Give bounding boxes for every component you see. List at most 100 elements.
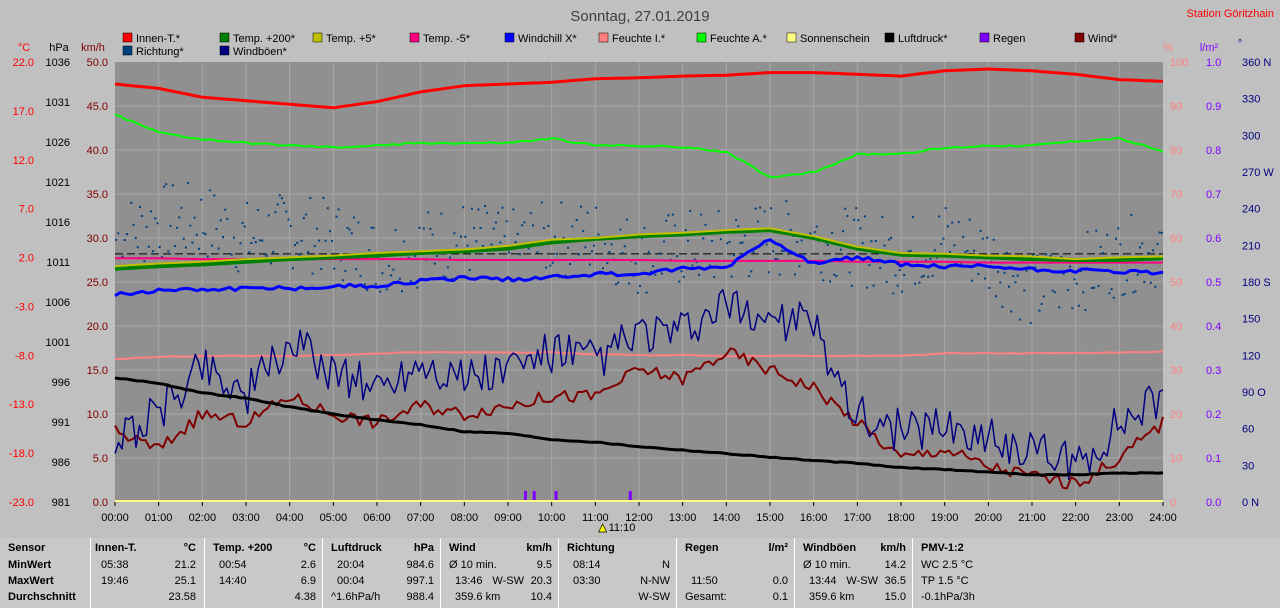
- pmv-pressure-trend: -0.1hPa/3h: [921, 591, 975, 603]
- richtung-point: [728, 241, 731, 243]
- x-tick-18: 18:00: [887, 512, 915, 524]
- richtung-point: [739, 242, 742, 244]
- richtung-point: [909, 249, 912, 252]
- x-tick-14: 14:00: [713, 512, 741, 524]
- richtung-point: [968, 218, 971, 221]
- richtung-point: [542, 227, 545, 230]
- richtung-point: [658, 252, 661, 255]
- richtung-point: [994, 295, 997, 298]
- richtung-point: [719, 238, 722, 241]
- richtung-point: [890, 237, 893, 239]
- richtung-point: [949, 251, 951, 254]
- richtung-point: [835, 275, 838, 277]
- richtung-point: [809, 232, 812, 235]
- richtung-point: [304, 213, 307, 216]
- regen-max-value: 0.0: [772, 575, 788, 587]
- richtung-point: [1134, 290, 1137, 293]
- rain-tick-7: 0.3: [1206, 365, 1221, 377]
- temp-tick-4: 2.0: [19, 253, 34, 265]
- richtung-point: [547, 224, 550, 227]
- richtung-point: [743, 234, 746, 237]
- richtung-point: [903, 274, 906, 276]
- legend-label-7: Sonnenschein: [800, 33, 870, 45]
- richtung-point: [820, 271, 823, 274]
- richtung-point: [794, 273, 796, 276]
- richtung-point: [219, 219, 222, 222]
- richtung-point: [296, 241, 299, 244]
- legend-label-12: Windböen*: [233, 46, 288, 58]
- richtung-point: [414, 254, 417, 257]
- richtung-point: [628, 282, 631, 285]
- richtung-point: [342, 279, 345, 282]
- richtung-point: [783, 250, 786, 253]
- richtung-point: [484, 205, 486, 207]
- richtung-point: [230, 253, 233, 256]
- richtung-point: [453, 232, 456, 235]
- richtung-point: [191, 241, 194, 244]
- legend: Innen-T.* Temp. +200* Temp. +5* Temp. -5* Wi…: [122, 32, 1118, 58]
- legend-swatch-7: [786, 32, 797, 43]
- richtung-point: [436, 254, 438, 257]
- press-tick-8: 996: [52, 377, 70, 389]
- richtung-point: [217, 247, 220, 250]
- richtung-point: [925, 259, 927, 262]
- grid: [115, 62, 1163, 502]
- richtung-point: [409, 280, 412, 282]
- richtung-point: [497, 211, 500, 214]
- series-line-9: [114, 67, 1164, 110]
- hum-tick-4: 60: [1170, 233, 1182, 245]
- richtung-point: [326, 207, 329, 210]
- series-line-2: [114, 288, 1164, 481]
- richtung-point: [678, 280, 681, 283]
- richtung-point: [1147, 251, 1150, 254]
- temp-tick-7: -13.0: [9, 399, 34, 411]
- richtung-point: [536, 251, 539, 254]
- richtung-point: [132, 223, 135, 226]
- richtung-point: [481, 244, 484, 247]
- richtung-point: [523, 221, 526, 224]
- richtung-point: [966, 249, 969, 252]
- hum-tick-10: 0: [1170, 497, 1176, 509]
- richtung-point: [130, 201, 133, 204]
- richtung-point: [246, 201, 248, 204]
- innen-min-value: 21.2: [174, 559, 196, 571]
- richtung-point: [134, 237, 137, 240]
- richtung-point: [307, 251, 310, 254]
- richtung-point: [610, 243, 613, 246]
- richtung-point: [204, 233, 207, 236]
- rain-bar-2: [554, 491, 558, 502]
- richtung-point: [549, 264, 552, 267]
- richtung-point: [1053, 291, 1056, 294]
- richtung-point: [540, 201, 543, 204]
- richtung-point: [676, 255, 679, 258]
- wind-tick-4: 30.0: [87, 233, 108, 245]
- wind-tick-10: 0.0: [93, 497, 108, 509]
- x-tick-11: 11:00: [582, 512, 609, 524]
- richtung-point: [970, 279, 973, 282]
- richtung-point: [1062, 272, 1065, 275]
- richtung-point: [265, 254, 268, 257]
- richtung-point: [780, 249, 783, 252]
- richtung-point: [704, 223, 707, 226]
- richtung-point: [964, 251, 967, 254]
- richtung-point: [291, 267, 294, 270]
- wind-tick-3: 35.0: [87, 189, 108, 201]
- richtung-point: [505, 220, 508, 223]
- richtung-point: [1091, 287, 1093, 289]
- summary-windboeen-col: Windböen km/h Ø 10 min. 14.2 13:44 W-SW 36.5…: [794, 538, 912, 608]
- richtung-point: [571, 225, 574, 228]
- wind-tick-7: 15.0: [87, 365, 108, 377]
- richtung-point: [237, 270, 240, 273]
- wind-tick-2: 40.0: [87, 145, 108, 157]
- luftdruck-max-time: 00:04: [337, 575, 365, 587]
- richtung-point: [318, 239, 321, 242]
- richtung-point: [287, 218, 290, 221]
- richtung-point: [243, 225, 246, 228]
- richtung-point: [532, 224, 534, 227]
- wind-tick-8: 10.0: [87, 409, 108, 421]
- richtung-point: [366, 289, 369, 292]
- series-line-3: [114, 376, 1164, 477]
- richtung-point: [560, 201, 563, 204]
- richtung-point: [200, 198, 203, 201]
- dir-tick-8: 120: [1242, 350, 1260, 362]
